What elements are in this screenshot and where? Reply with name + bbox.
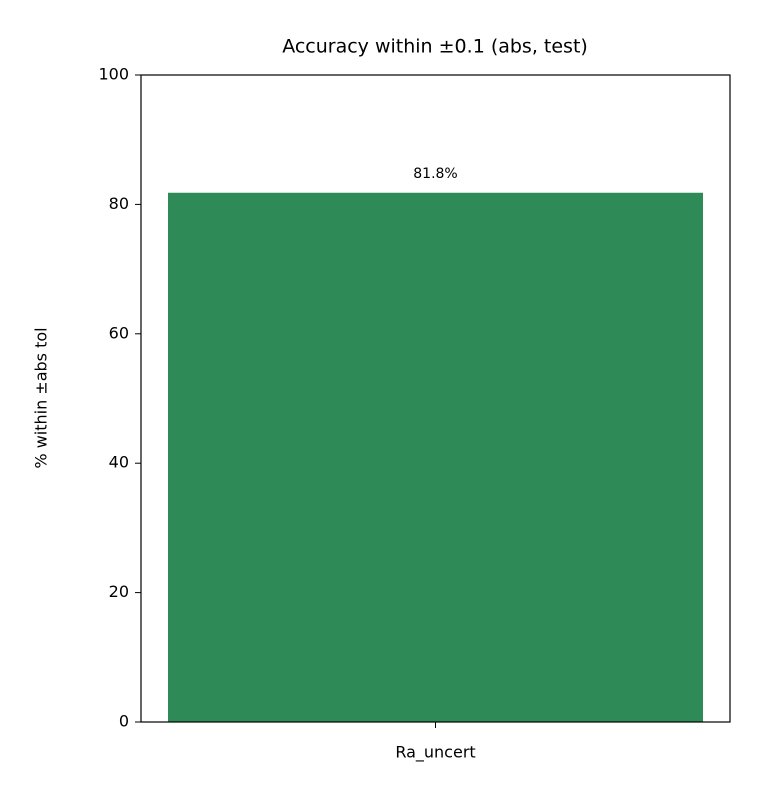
y-tick-label: 80 [109, 194, 129, 213]
y-tick-label: 60 [109, 323, 129, 342]
y-tick-label: 20 [109, 582, 129, 601]
bar [168, 192, 703, 722]
y-tick-label: 100 [98, 65, 129, 84]
y-tick-label: 0 [119, 712, 129, 731]
y-tick-label: 40 [109, 453, 129, 472]
y-axis-label: % within ±abs tol [32, 327, 51, 468]
chart-title: Accuracy within ±0.1 (abs, test) [282, 36, 588, 58]
plot-frame [140, 74, 731, 723]
value-label: 81.8% [413, 166, 457, 182]
x-tick-label: Ra_uncert [395, 743, 475, 763]
